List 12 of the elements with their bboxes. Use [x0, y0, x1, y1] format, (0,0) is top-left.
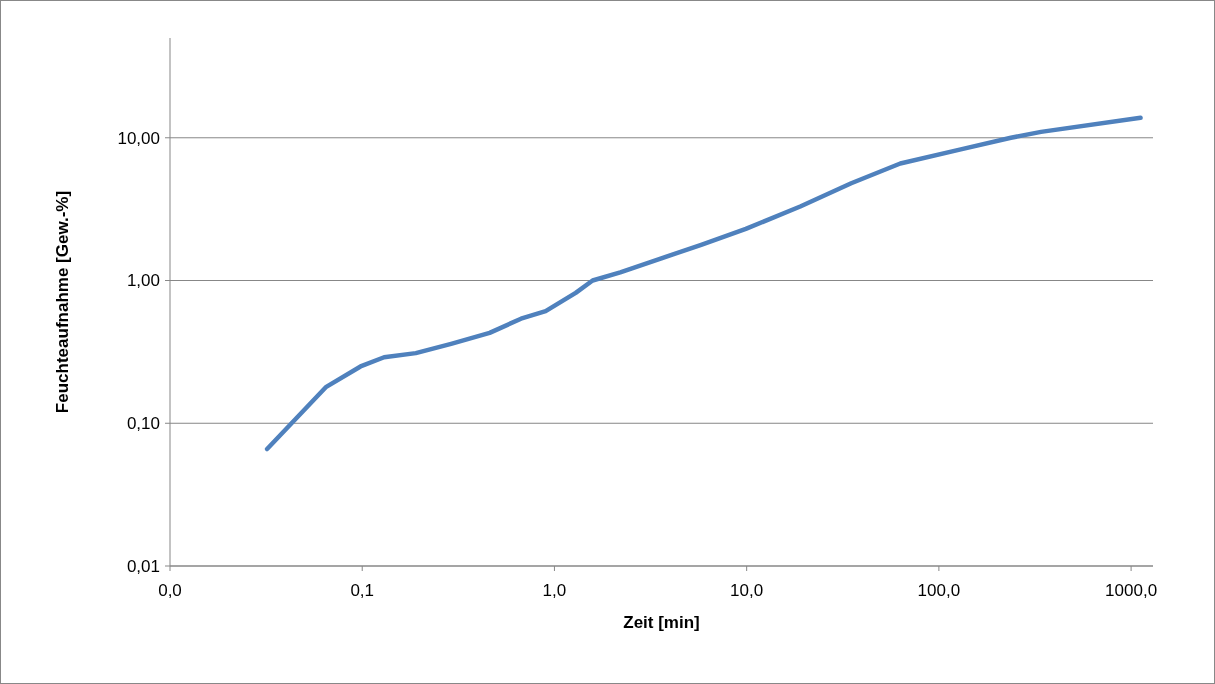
y-tick-label: 0,01 [126, 556, 160, 576]
x-axis-title: Zeit [min] [623, 613, 700, 632]
x-tick-label: 0,1 [350, 581, 375, 600]
y-axis-title: Feuchteaufnahme [Gew.-%] [53, 190, 72, 414]
y-tick-label: 1,00 [126, 271, 160, 291]
x-tick-label: 0,0 [158, 581, 182, 600]
x-tick-label: 1000,0 [1105, 581, 1158, 600]
x-tick-label: 1,0 [542, 581, 567, 600]
x-tick-label: 10,0 [730, 581, 764, 600]
x-tick-label: 100,0 [917, 581, 961, 600]
y-tick-label: 10,00 [117, 128, 160, 148]
y-tick-label: 0,10 [126, 414, 160, 434]
